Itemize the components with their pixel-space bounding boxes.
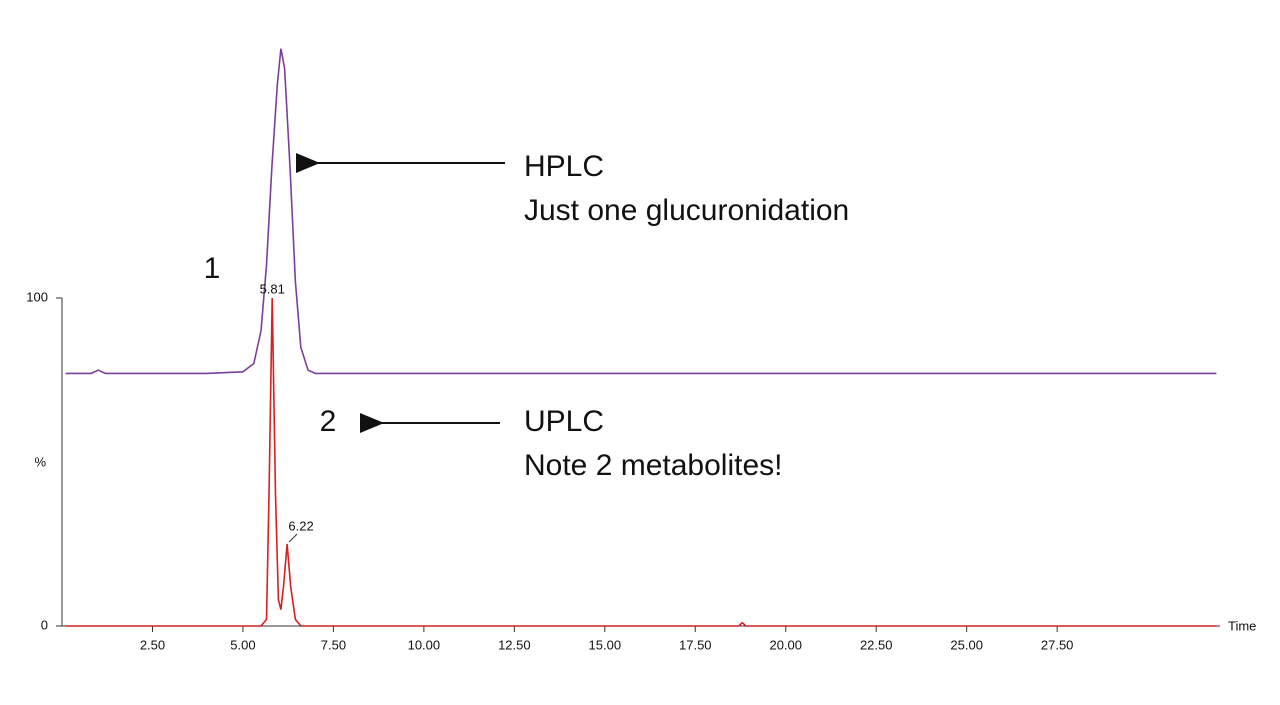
x-tick-label: 7.50 [321, 637, 346, 652]
annotation: 1 [204, 252, 221, 285]
series-line [65, 48, 1217, 375]
annotation: HPLC [524, 150, 604, 183]
x-tick-label: 25.00 [950, 637, 983, 652]
y-tick-label: 100 [26, 289, 48, 304]
x-tick-label: 20.00 [769, 637, 802, 652]
y-tick-label: 0 [41, 617, 48, 632]
x-tick-label: 12.50 [498, 637, 531, 652]
annotation: Just one glucuronidation [524, 194, 849, 227]
peak-label: 6.22 [288, 518, 313, 533]
x-axis-label: Time [1228, 618, 1256, 633]
x-tick-label: 15.00 [589, 637, 622, 652]
annotation: UPLC [524, 405, 604, 438]
x-tick-label: 2.50 [140, 637, 165, 652]
x-tick-label: 10.00 [408, 637, 441, 652]
peak-label: 5.81 [260, 281, 285, 296]
x-tick-label: 5.00 [230, 637, 255, 652]
x-tick-label: 22.50 [860, 637, 893, 652]
series-line [65, 297, 1217, 627]
x-tick-label: 17.50 [679, 637, 712, 652]
x-tick-label: 27.50 [1041, 637, 1074, 652]
annotation: 2 [320, 405, 337, 438]
y-axis-label: % [34, 454, 46, 469]
annotation: Note 2 metabolites! [524, 449, 782, 482]
peak-leader [288, 533, 298, 543]
